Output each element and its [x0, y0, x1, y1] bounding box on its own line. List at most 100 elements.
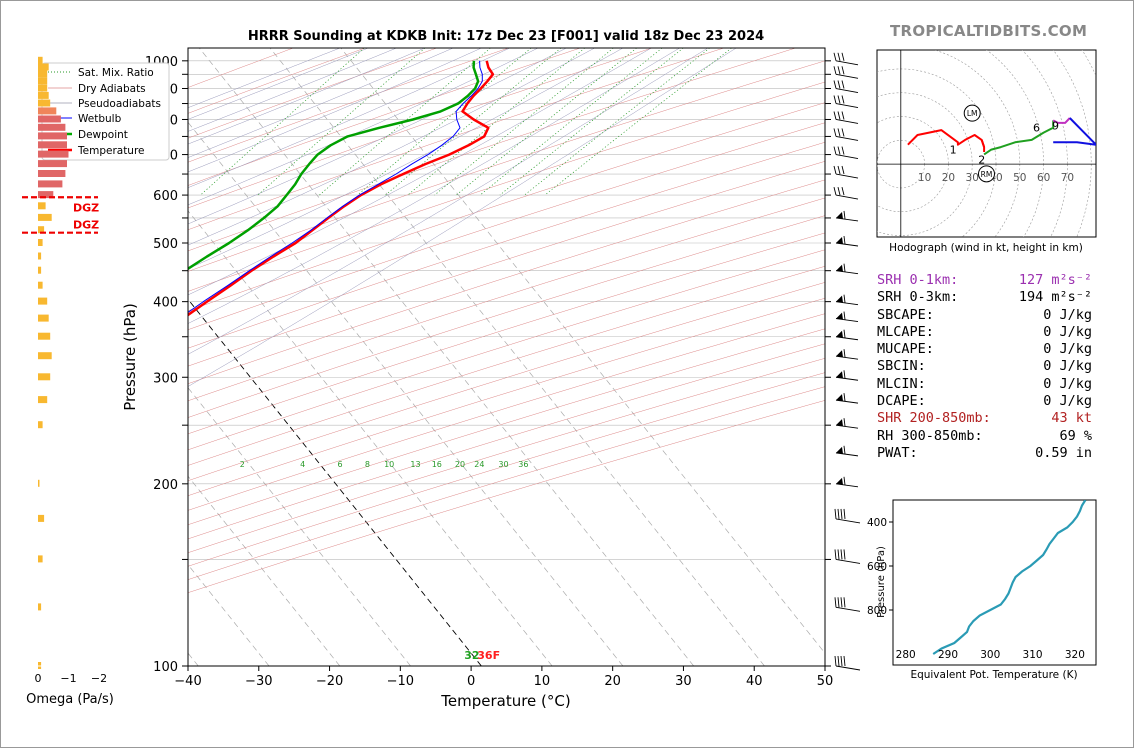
barb-feather [843, 349, 846, 358]
wind-barb [833, 95, 859, 108]
dry-adiabat [188, 343, 825, 540]
stat-label: MLCAPE: [877, 323, 934, 340]
storm-motion-marker [963, 104, 981, 122]
y-tick-label: 500 [153, 237, 178, 252]
barb-shaft [835, 376, 859, 381]
dgz-label: DGZ [73, 219, 99, 232]
omega-tick-label: 0 [35, 672, 42, 685]
mixing-ratio-line [434, 48, 614, 196]
dry-adiabat [188, 81, 825, 292]
barb-shaft [835, 606, 861, 612]
wind-barb [835, 476, 859, 488]
stat-value: 0 J/kg [1043, 323, 1092, 340]
stat-value: 0.59 in [1035, 444, 1092, 461]
stat-value: 0 J/kg [1043, 306, 1092, 323]
barb-feather [843, 597, 846, 608]
dry-adiabat [188, 122, 825, 330]
omega-bar [38, 191, 54, 199]
barb-pennant [836, 264, 843, 272]
barb-pennant [836, 477, 843, 485]
legend-label-pseudo: Pseudoadiabats [78, 98, 161, 110]
pseudoadiabat [188, 48, 567, 225]
theta-e-x-tick-label: 300 [980, 649, 1000, 661]
series-line-dewpoint [188, 60, 480, 271]
mixing-ratio-label: 8 [365, 460, 370, 469]
omega-bar [38, 603, 42, 611]
stat-row: MUCAPE: 0 J/kg [877, 341, 1092, 358]
stat-row: MLCIN: 0 J/kg [877, 376, 1092, 393]
dry-adiabat [188, 48, 509, 163]
mixing-ratio-label: 30 [498, 460, 508, 469]
legend-label-dry: Dry Adiabats [78, 83, 146, 95]
dry-adiabat [188, 266, 825, 466]
barb-shaft [835, 270, 859, 275]
pseudoadiabat [188, 48, 397, 132]
mixing-ratio-line [200, 48, 365, 196]
stat-value: 194 m²s⁻² [1018, 289, 1092, 306]
omega-bar [38, 70, 48, 78]
mixing-ratio-line [524, 48, 710, 196]
wind-barb [835, 370, 859, 381]
stat-value: 0 J/kg [1043, 375, 1092, 392]
surface-temperature-label: 36F [477, 649, 500, 662]
isotherm [269, 48, 765, 666]
omega-bar [38, 297, 48, 305]
omega-bar [38, 91, 49, 99]
hodograph-tick-label: 10 [918, 172, 931, 184]
theta-e-x-tick-label: 310 [1023, 649, 1043, 661]
barb-shaft [835, 399, 859, 404]
barb-shaft [835, 301, 859, 306]
stat-value: 0 J/kg [1043, 341, 1092, 358]
barb-feather [837, 597, 840, 608]
stat-value: 43 kt [1051, 410, 1092, 427]
barb-feather [841, 146, 845, 155]
skewt-title: HRRR Sounding at KDKB Init: 17z Dec 23 [… [248, 29, 764, 44]
barb-feather [837, 186, 841, 196]
barb-shaft [835, 88, 859, 93]
barb-feather [843, 508, 846, 519]
barb-feather [843, 445, 846, 454]
hodograph-segment [907, 129, 986, 148]
mixing-ratio-line [479, 48, 663, 196]
barb-shaft [835, 665, 861, 671]
stat-label: DCAPE: [877, 393, 926, 410]
pseudoadiabat [188, 48, 454, 158]
theta-e-y-tick-label: 800 [867, 605, 887, 617]
dry-adiabat [188, 328, 825, 526]
barb-pennant [836, 295, 843, 303]
barb-feather [833, 111, 837, 120]
omega-bar [38, 107, 57, 115]
watermark: TROPICALTIDBITS.COM [890, 22, 1088, 40]
pseudoadiabat [188, 48, 624, 270]
barb-shaft [835, 103, 859, 108]
barb-shaft [835, 60, 859, 66]
hodograph-tick-label: 70 [1061, 172, 1074, 184]
dry-adiabat [188, 179, 825, 384]
barb-feather [843, 263, 846, 272]
skewt-series [188, 60, 495, 317]
barb-shaft [835, 173, 859, 179]
omega-bar [38, 180, 63, 188]
pseudoadiabat [188, 48, 510, 188]
omega-bar [38, 63, 49, 71]
stat-value: 127 m²s⁻² [1018, 272, 1092, 288]
barb-feather [837, 52, 841, 61]
surface-dewpoint-label: 32 [464, 649, 479, 662]
barb-pennant [836, 419, 843, 427]
mixing-ratio-label: 36 [518, 460, 528, 469]
omega-bar [38, 352, 52, 360]
omega-bar [38, 281, 43, 289]
barb-feather [834, 655, 837, 667]
wind-barb [835, 393, 859, 404]
barb-feather [833, 66, 837, 75]
omega-bar [38, 56, 43, 64]
omega-bar [38, 160, 67, 168]
barb-feather [841, 111, 845, 120]
barb-shaft [835, 154, 859, 160]
skewt-background-lines: 1 2 4 6 8 10 13 16 20 24 30 36 [188, 48, 825, 666]
barb-shaft [835, 336, 859, 341]
barb-shaft [835, 355, 859, 360]
mixing-ratio-line [407, 48, 586, 196]
